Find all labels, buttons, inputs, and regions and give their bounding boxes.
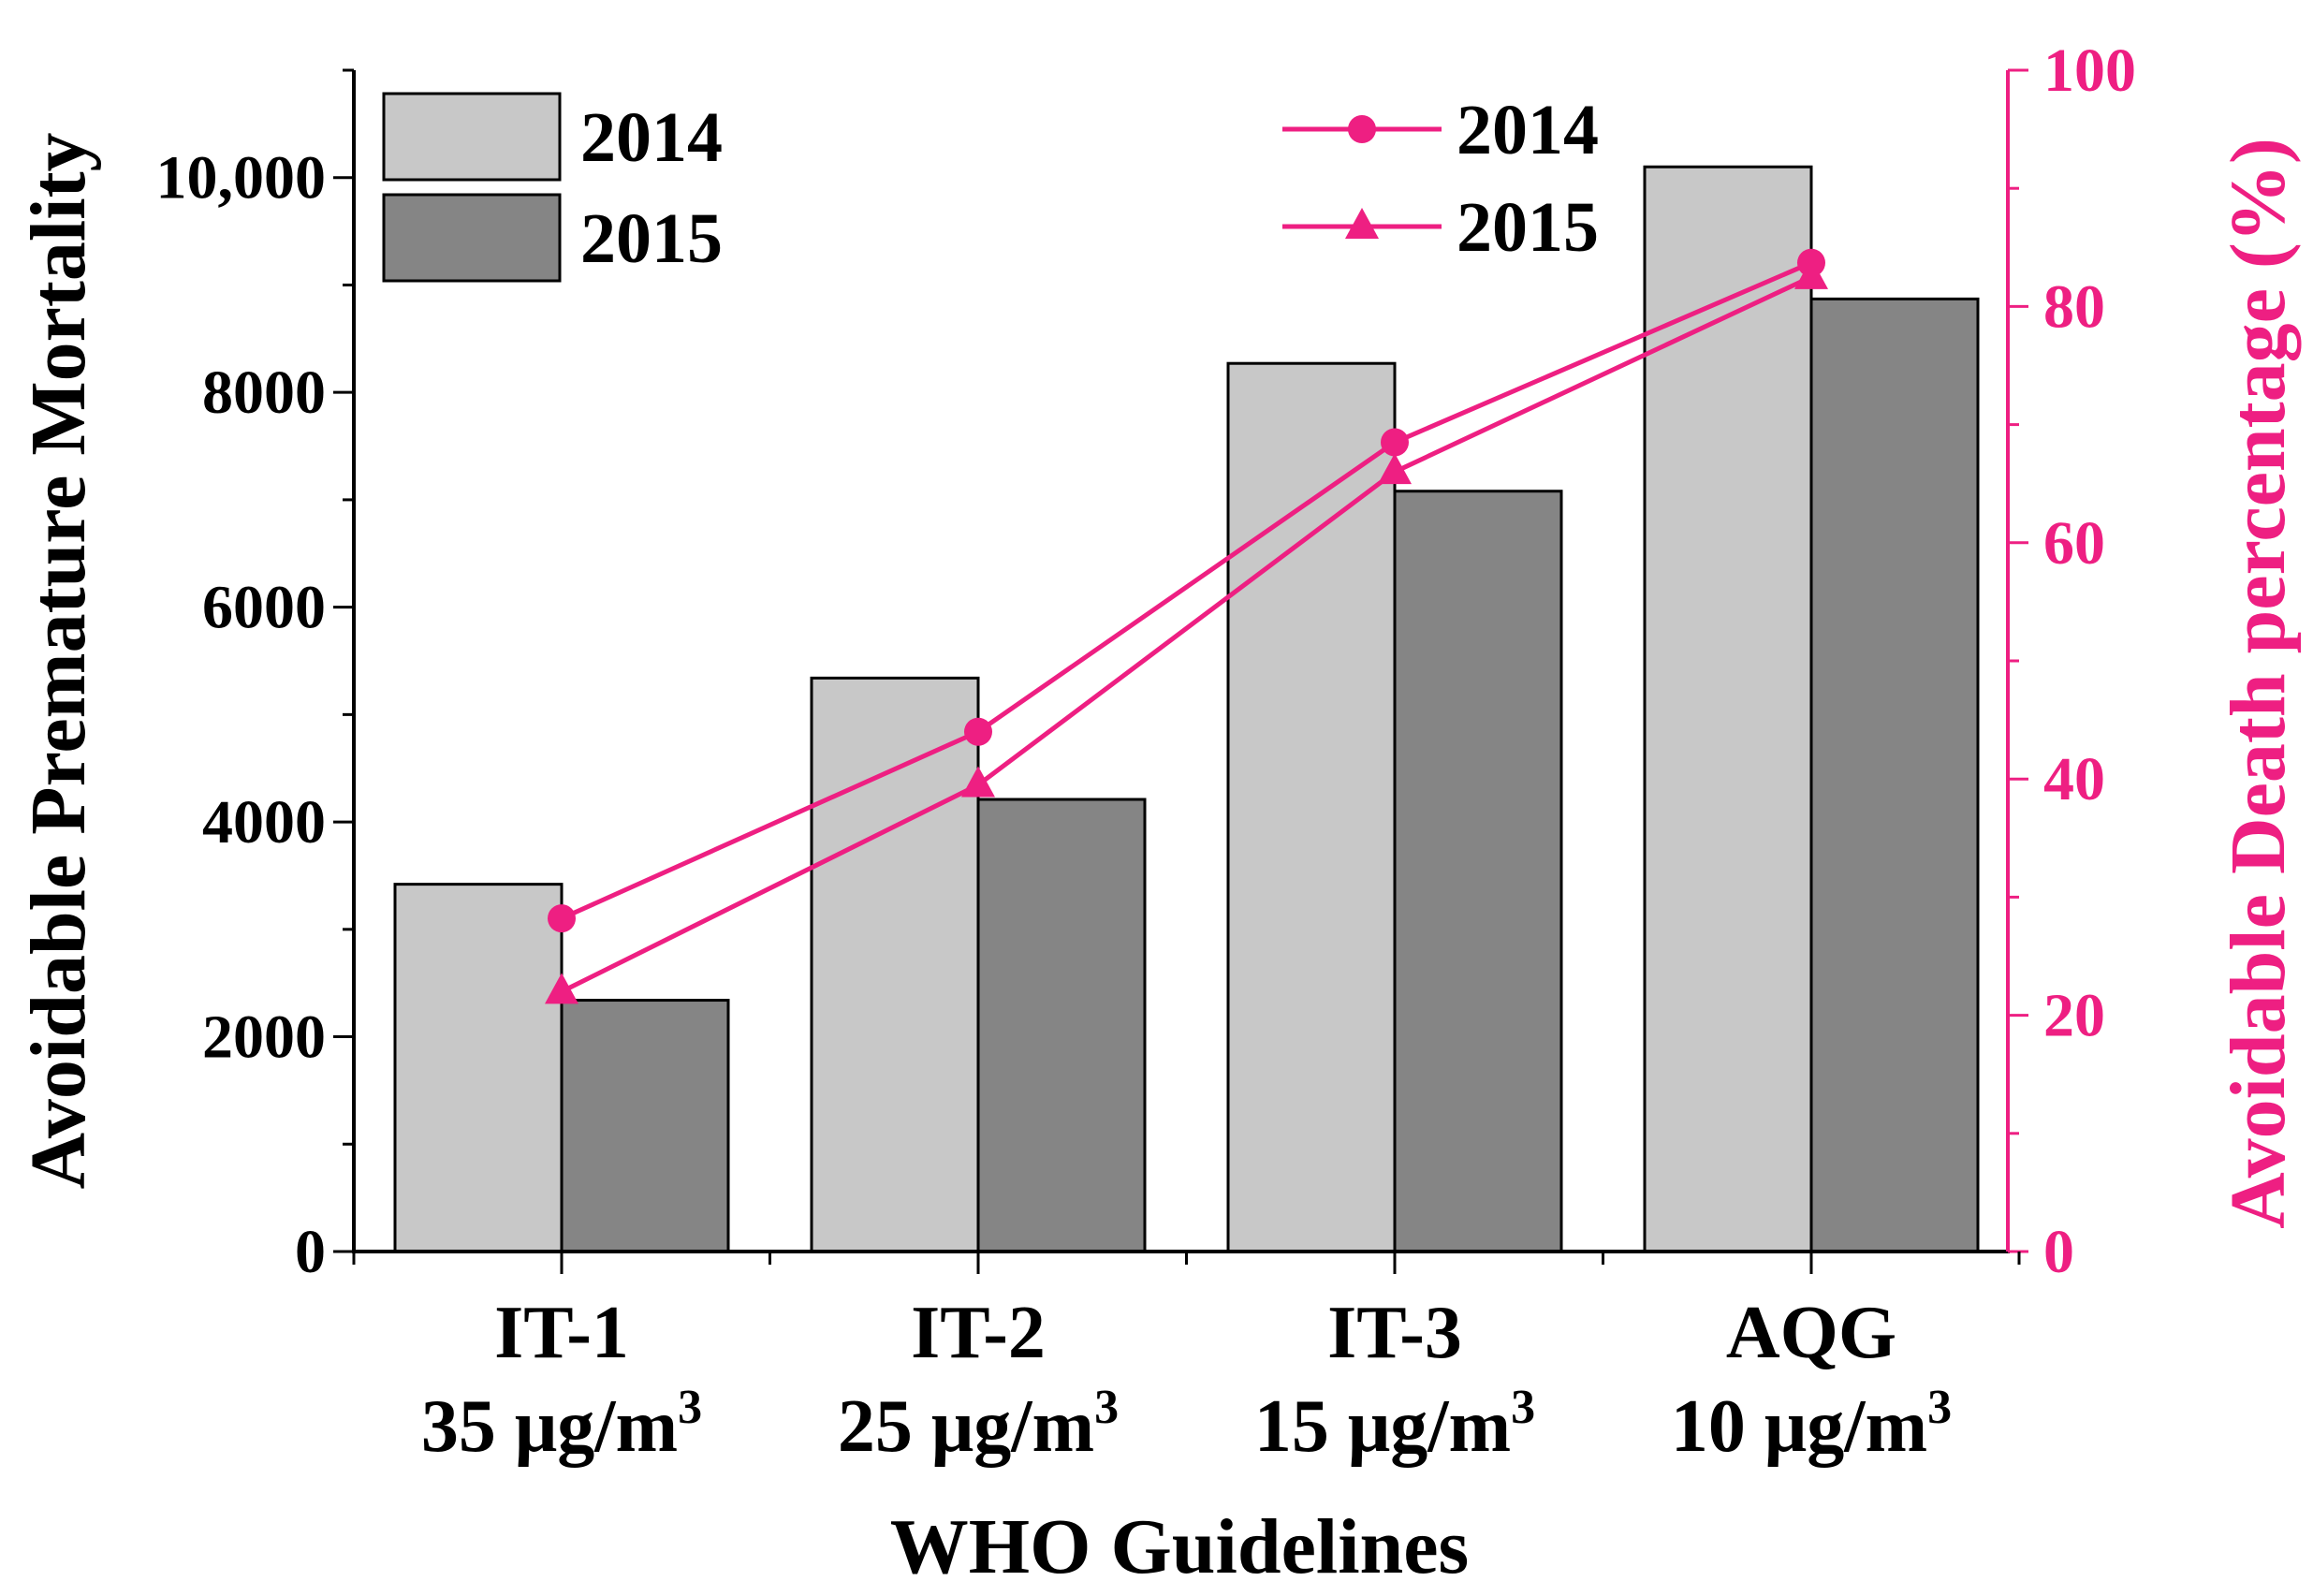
x-axis-title: WHO Guidelines	[890, 1503, 1469, 1590]
bar-2014-it-2	[810, 676, 980, 1253]
bar-2014-it-3	[1226, 361, 1397, 1253]
left-tick-label: 10,000	[156, 144, 327, 212]
line-point-2015-it-2	[961, 766, 995, 798]
line-point-2014-it-3	[1381, 428, 1409, 457]
left-tick-label: 8000	[202, 359, 326, 427]
line-point-2015-aqg	[1794, 257, 1828, 289]
line-series-2014	[560, 260, 1812, 921]
category-label-aqg: AQG	[1726, 1292, 1896, 1374]
line-legend-label-2014: 2014	[1457, 91, 1599, 169]
concentration-value: 10 μg/m	[1671, 1385, 1927, 1468]
bar-legend-label-2015: 2015	[580, 199, 723, 278]
left-tick-label: 6000	[202, 574, 326, 642]
line-point-2015-it-1	[545, 973, 578, 1004]
right-tick-label: 100	[2043, 37, 2136, 105]
right-tick-label: 60	[2043, 509, 2105, 578]
left-tick-label: 2000	[202, 1003, 326, 1072]
line-point-2014-it-2	[964, 717, 992, 746]
right-tick-label: 40	[2043, 745, 2105, 813]
legend-layer: 2014 2015 2014 2015	[382, 91, 1599, 283]
concentration-exponent: 3	[678, 1381, 702, 1434]
bars-layer	[393, 165, 1980, 1253]
right-tick-label: 80	[2043, 272, 2105, 341]
line-legend-marker-2014	[1348, 115, 1376, 143]
bar-legend-swatch-2015	[382, 193, 562, 283]
line-legend-marker-2015	[1345, 208, 1379, 239]
labels-layer: 0200040006000800010,000020406080100IT-13…	[15, 37, 2302, 1590]
bar-legend-label-2014: 2014	[580, 98, 723, 177]
category-concentration-label: 25 μg/m3	[838, 1381, 1119, 1468]
category-concentration-label: 10 μg/m3	[1671, 1381, 1952, 1468]
category-concentration-label: 35 μg/m3	[421, 1381, 702, 1468]
axes-layer	[333, 68, 2028, 1274]
line-point-2014-it-1	[548, 904, 576, 933]
category-concentration-label: 15 μg/m3	[1254, 1381, 1535, 1468]
right-tick-label: 20	[2043, 982, 2105, 1050]
line-point-2015-it-3	[1378, 453, 1412, 485]
concentration-exponent: 3	[1511, 1381, 1535, 1434]
bar-2015-aqg	[1809, 297, 1980, 1253]
bar-2014-it-1	[393, 883, 564, 1253]
concentration-value: 25 μg/m	[838, 1385, 1094, 1468]
line-legend-label-2015: 2015	[1457, 188, 1599, 267]
line-series-2015	[560, 274, 1813, 994]
concentration-value: 35 μg/m	[421, 1385, 678, 1468]
category-label-it-1: IT-1	[494, 1292, 629, 1374]
bar-2015-it-3	[1393, 490, 1563, 1253]
concentration-value: 15 μg/m	[1254, 1385, 1511, 1468]
concentration-exponent: 3	[1094, 1381, 1119, 1434]
bar-2015-it-2	[976, 798, 1147, 1253]
left-tick-label: 0	[295, 1218, 326, 1286]
lines-layer	[545, 248, 1828, 1004]
bar-2015-it-1	[560, 999, 730, 1253]
category-label-it-2: IT-2	[911, 1292, 1046, 1374]
right-axis-title: Avoidable Death percentage (%)	[2215, 138, 2302, 1229]
right-tick-label: 0	[2043, 1218, 2074, 1286]
category-label-it-3: IT-3	[1327, 1292, 1462, 1374]
left-axis-title: Avoidable Premature Mortality	[15, 132, 102, 1189]
bar-2014-aqg	[1643, 165, 1813, 1253]
concentration-exponent: 3	[1927, 1381, 1952, 1434]
bar-legend-swatch-2014	[382, 92, 562, 182]
left-tick-label: 4000	[202, 788, 326, 857]
